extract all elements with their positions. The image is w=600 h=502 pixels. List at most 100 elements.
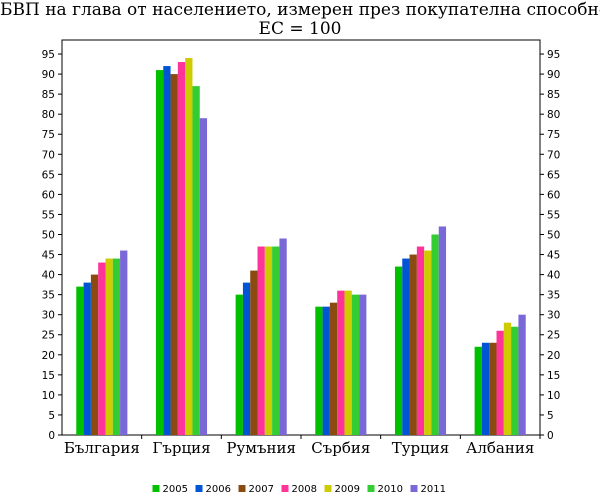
x-tick-label: Турция xyxy=(392,439,450,457)
legend-swatch xyxy=(281,485,289,492)
bar xyxy=(112,258,121,435)
x-tick-label: Албания xyxy=(466,439,534,457)
bar xyxy=(120,250,128,435)
y-tick-label-left: 40 xyxy=(42,270,55,282)
bar xyxy=(489,342,497,435)
bar xyxy=(83,282,91,435)
y-tick-label-left: 0 xyxy=(48,430,55,442)
plot-area xyxy=(61,39,541,436)
bar xyxy=(76,286,84,435)
legend-label: 2009 xyxy=(335,484,360,495)
y-tick-label-left: 60 xyxy=(42,189,55,201)
bar xyxy=(481,342,490,435)
bar xyxy=(264,246,273,435)
y-tick-label-right: 30 xyxy=(547,310,560,322)
bar xyxy=(163,66,171,436)
legend-swatch xyxy=(324,485,332,492)
y-tick-label-right: 85 xyxy=(547,89,560,101)
y-tick-label-left: 55 xyxy=(42,209,55,221)
y-tick-label-left: 15 xyxy=(42,370,55,382)
bar xyxy=(359,294,367,435)
y-tick-label-left: 65 xyxy=(42,169,55,181)
bar xyxy=(90,274,99,435)
bar xyxy=(322,306,330,435)
y-tick-label-left: 90 xyxy=(42,69,55,81)
y-tick-label-right: 75 xyxy=(547,129,560,141)
chart-subtitle: ЕС = 100 xyxy=(258,19,342,39)
bar xyxy=(402,258,410,435)
x-tick-label: Румъния xyxy=(226,439,296,457)
bar xyxy=(250,270,258,435)
x-tick-label: Гърция xyxy=(152,439,210,457)
bar xyxy=(394,266,403,435)
x-tick-label: България xyxy=(64,439,140,457)
y-tick-label-left: 5 xyxy=(48,410,55,422)
y-tick-label-right: 65 xyxy=(547,169,560,181)
y-tick-label-right: 15 xyxy=(547,370,560,382)
y-tick-label-right: 95 xyxy=(547,49,560,61)
legend-label: 2007 xyxy=(249,484,274,495)
legend-label: 2006 xyxy=(206,484,231,495)
bar xyxy=(192,86,200,435)
y-tick-label-right: 20 xyxy=(547,350,560,362)
legend-swatch xyxy=(238,485,246,492)
y-tick-label-left: 35 xyxy=(42,290,55,302)
y-tick-label-right: 70 xyxy=(547,149,560,161)
legend-swatch xyxy=(152,485,160,492)
legend-label: 2008 xyxy=(292,484,317,495)
bar xyxy=(185,58,193,435)
legend-label: 2011 xyxy=(421,484,446,495)
y-tick-label-right: 5 xyxy=(547,410,554,422)
y-tick-label-left: 95 xyxy=(42,49,55,61)
bar xyxy=(329,302,338,435)
legend-label: 2005 xyxy=(163,484,188,495)
bar xyxy=(155,70,164,435)
y-tick-label-left: 20 xyxy=(42,350,55,362)
bar xyxy=(518,314,526,435)
legend-swatch xyxy=(410,485,418,492)
bar xyxy=(496,330,504,435)
bar xyxy=(351,294,360,435)
legend-swatch xyxy=(195,485,203,492)
y-tick-label-left: 45 xyxy=(42,250,55,262)
y-tick-label-right: 90 xyxy=(547,69,560,81)
y-tick-label-right: 0 xyxy=(547,430,554,442)
y-tick-label-right: 25 xyxy=(547,330,560,342)
bar xyxy=(315,306,323,435)
y-tick-label-right: 40 xyxy=(547,270,560,282)
bar xyxy=(337,290,345,435)
legend-label: 2010 xyxy=(378,484,403,495)
y-tick-label-right: 55 xyxy=(547,209,560,221)
chart-title: БВП на глава от населението, измерен пре… xyxy=(0,0,600,20)
bar xyxy=(170,74,178,435)
y-tick-label-left: 10 xyxy=(42,390,55,402)
bar xyxy=(424,250,432,435)
y-tick-label-left: 50 xyxy=(42,229,55,241)
y-tick-label-left: 70 xyxy=(42,149,55,161)
bar xyxy=(98,262,106,435)
y-tick-label-left: 80 xyxy=(42,109,55,121)
y-tick-label-left: 25 xyxy=(42,330,55,342)
bar xyxy=(409,254,417,435)
y-tick-label-right: 10 xyxy=(547,390,560,402)
bar xyxy=(199,118,208,435)
bar xyxy=(344,290,352,435)
bar xyxy=(272,246,280,435)
bar xyxy=(416,246,425,435)
y-tick-label-right: 50 xyxy=(547,229,560,241)
x-tick-label: Сърбия xyxy=(311,439,370,457)
y-tick-label-left: 85 xyxy=(42,89,55,101)
legend-swatch xyxy=(367,485,375,492)
y-tick-label-right: 45 xyxy=(547,250,560,262)
y-tick-label-left: 75 xyxy=(42,129,55,141)
bar xyxy=(105,258,113,435)
y-tick-label-left: 30 xyxy=(42,310,55,322)
bar xyxy=(511,326,519,435)
y-tick-label-right: 35 xyxy=(547,290,560,302)
bar xyxy=(438,226,447,435)
bar xyxy=(257,246,265,435)
bar xyxy=(431,234,439,435)
y-tick-label-right: 80 xyxy=(547,109,560,121)
y-tick-label-right: 60 xyxy=(547,189,560,201)
